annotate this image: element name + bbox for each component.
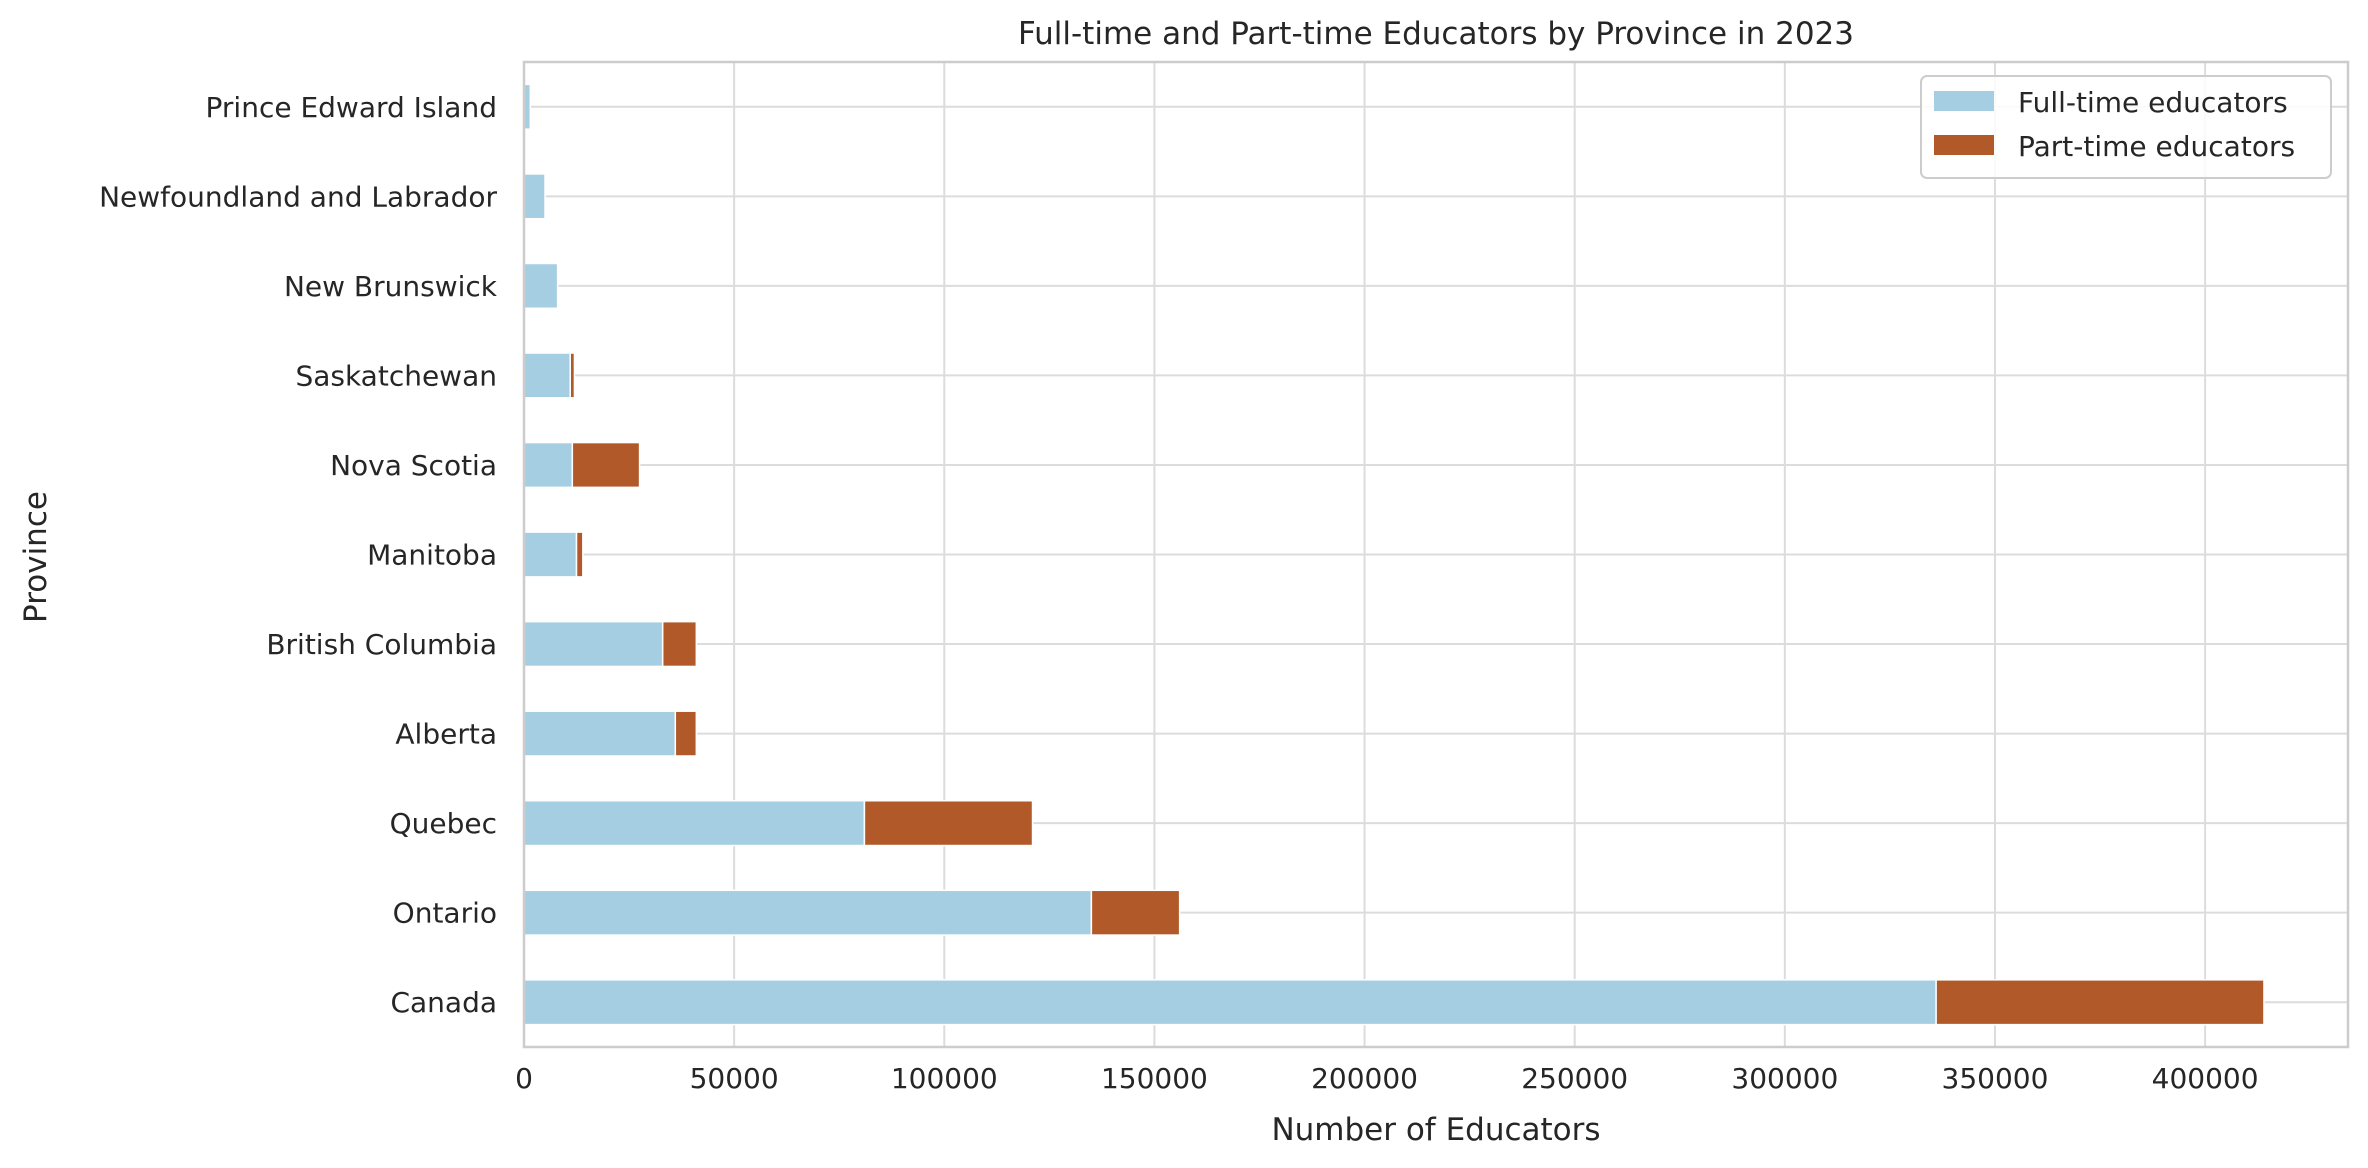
bar-full-time-educators-manitoba (523, 531, 578, 578)
x-tick-label: 100000 (891, 1062, 998, 1095)
bar-part-time-educators-quebec (863, 800, 1034, 847)
bar-part-time-educators-british-columbia (661, 620, 698, 668)
plot-frame (522, 60, 2350, 1049)
y-tick-label-saskatchewan: Saskatchewan (295, 359, 497, 392)
y-tick-label-alberta: Alberta (395, 718, 497, 751)
y-tick-label-newfoundland-and-labrador: Newfoundland and Labrador (99, 180, 497, 213)
x-axis-label: Number of Educators (1271, 1112, 1600, 1148)
x-tick-label: 350000 (1942, 1062, 2049, 1095)
legend-label-part-time: Part-time educators (2018, 130, 2295, 163)
chart-title: Full-time and Part-time Educators by Pro… (1018, 16, 1854, 52)
bar-part-time-educators-canada (1935, 979, 2265, 1026)
y-tick-label-ontario: Ontario (393, 897, 497, 930)
bar-full-time-educators-quebec (523, 800, 866, 847)
bar-part-time-educators-alberta (674, 710, 698, 757)
bar-part-time-educators-ontario (1090, 889, 1181, 936)
bar-full-time-educators-saskatchewan (523, 352, 571, 399)
legend: Full-time educators Part-time educators (1920, 75, 2332, 179)
legend-label-full-time: Full-time educators (2018, 86, 2288, 119)
x-tick-labels: 0 50000 100000 150000 200000 250000 300000 3500… (515, 1062, 2258, 1095)
bar-full-time-educators-ontario (523, 889, 1093, 936)
legend-frame (1920, 75, 2332, 179)
y-tick-label-prince-edward-island: Prince Edward Island (206, 91, 497, 124)
x-tick-label: 200000 (1311, 1062, 1418, 1095)
bar-full-time-educators-nova-scotia (523, 441, 574, 489)
x-tick-label: 400000 (2152, 1062, 2259, 1095)
bar-full-time-educators-british-columbia (523, 620, 664, 668)
bar-part-time-educators-nova-scotia (571, 441, 641, 489)
x-tick-label: 50000 (690, 1062, 779, 1095)
y-tick-label-nova-scotia: Nova Scotia (330, 449, 497, 482)
bar-part-time-educators-manitoba (575, 531, 584, 578)
bar-part-time-educators-saskatchewan (569, 352, 576, 399)
x-tick-label: 150000 (1101, 1062, 1208, 1095)
y-tick-label-quebec: Quebec (390, 807, 497, 840)
y-tick-label-new-brunswick: New Brunswick (284, 270, 498, 303)
bar-full-time-educators-canada (523, 979, 1937, 1026)
y-tick-labels: Prince Edward Island Newfoundland and Lab… (99, 91, 498, 1019)
legend-swatch-part-time (1934, 135, 1994, 155)
legend-swatch-full-time (1934, 91, 1994, 111)
x-tick-label: 300000 (1731, 1062, 1838, 1095)
y-tick-label-manitoba: Manitoba (367, 539, 497, 572)
bar-full-time-educators-newfoundland-and-labrador (523, 173, 546, 220)
y-axis-label: Province (18, 491, 54, 623)
bar-full-time-educators-alberta (523, 710, 677, 757)
bar-full-time-educators-new-brunswick (523, 262, 559, 309)
x-tick-label: 250000 (1521, 1062, 1628, 1095)
y-tick-label-canada: Canada (390, 986, 497, 1019)
x-tick-label: 0 (515, 1062, 533, 1095)
y-tick-label-british-columbia: British Columbia (266, 628, 497, 661)
bars (523, 83, 2265, 1026)
grid (523, 62, 2348, 1047)
